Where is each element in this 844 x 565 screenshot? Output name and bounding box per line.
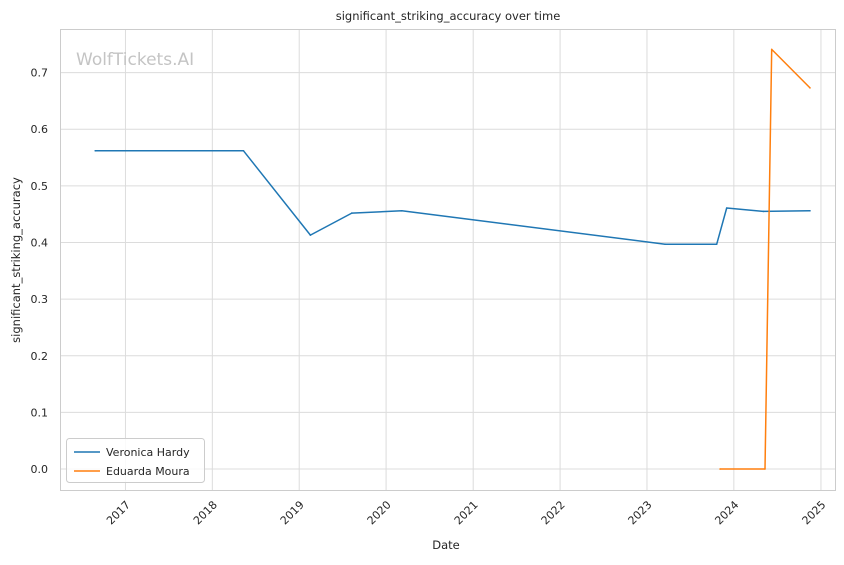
plot-frame: [60, 29, 836, 491]
data-point-veronica-hardy: [351, 212, 353, 214]
legend-label-veronica-hardy: Veronica Hardy: [106, 446, 190, 459]
series-line-eduarda-moura: [720, 48, 811, 470]
y-tick-labels: 0.0 0.1 0.2 0.3 0.4 0.5 0.6 0.7: [31, 67, 49, 476]
chart-title: significant_striking_accuracy over time: [336, 9, 561, 23]
series-layer: [94, 48, 811, 470]
y-tick-label: 0.6: [31, 123, 49, 136]
data-point-veronica-hardy: [94, 150, 96, 152]
legend-box: [66, 438, 205, 483]
data-point-veronica-hardy: [762, 210, 765, 213]
y-tick-label: 0.0: [31, 463, 49, 476]
y-tick-label: 0.1: [31, 406, 49, 419]
series-line-veronica-hardy: [95, 150, 811, 245]
y-tick-label: 0.2: [31, 350, 49, 363]
data-point-veronica-hardy: [309, 234, 312, 236]
y-tick-label: 0.7: [31, 67, 49, 80]
data-point-veronica-hardy: [725, 207, 728, 209]
data-point-veronica-hardy: [242, 150, 245, 152]
data-point-eduarda-moura: [719, 468, 721, 470]
y-tick-label: 0.4: [31, 237, 49, 250]
data-point-eduarda-moura: [770, 48, 773, 51]
grid: [60, 29, 835, 490]
data-point-veronica-hardy: [664, 243, 666, 245]
data-point-veronica-hardy: [401, 210, 403, 212]
legend: Veronica Hardy Eduarda Moura: [66, 438, 205, 483]
legend-label-eduarda-moura: Eduarda Moura: [106, 465, 190, 478]
data-point-eduarda-moura: [764, 468, 766, 470]
data-point-veronica-hardy: [809, 210, 811, 212]
x-axis-label: Date: [432, 538, 460, 552]
data-point-veronica-hardy: [715, 243, 718, 245]
data-point-eduarda-moura: [809, 87, 811, 89]
y-axis-label: significant_striking_accuracy: [9, 177, 23, 343]
y-tick-label: 0.5: [31, 180, 49, 193]
watermark: WolfTickets.AI: [76, 50, 194, 70]
y-tick-label: 0.3: [31, 293, 49, 306]
